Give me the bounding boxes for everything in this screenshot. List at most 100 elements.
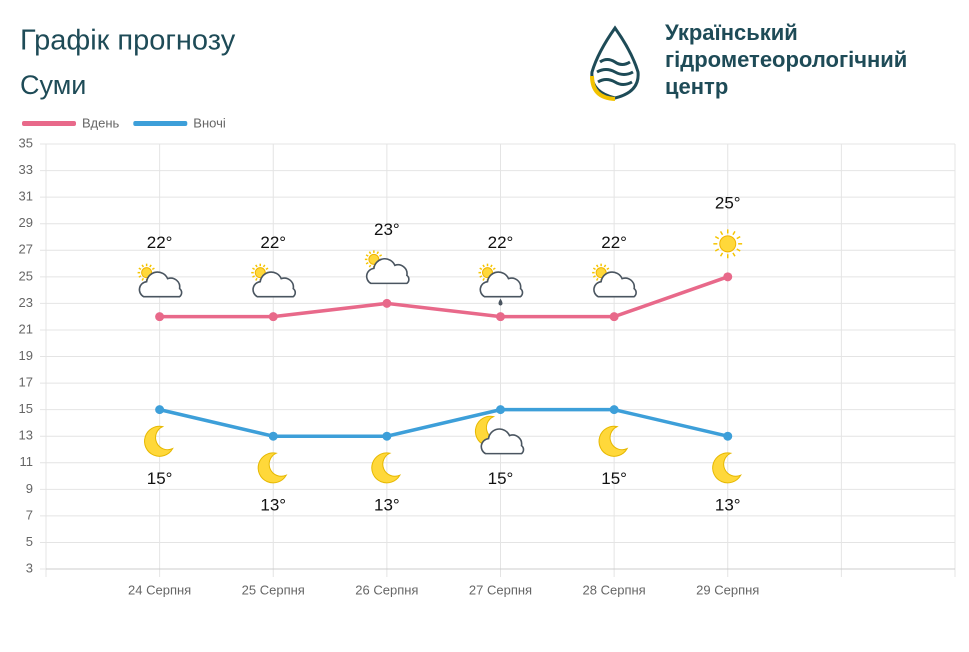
- sun-ray: [732, 252, 736, 257]
- point: [496, 405, 505, 415]
- city: Суми: [20, 70, 86, 100]
- sun-ray: [252, 275, 255, 278]
- sun-ray: [265, 267, 269, 271]
- value-label: 22°: [601, 233, 627, 252]
- x-tick-label: 28 Серпня: [583, 582, 646, 597]
- sun-ray: [138, 275, 142, 278]
- y-tick-label: 23: [19, 295, 33, 310]
- sun-ray: [714, 248, 720, 252]
- sun-ray: [365, 254, 369, 257]
- point: [382, 431, 392, 441]
- y-tick-label: 19: [19, 348, 33, 363]
- y-tick-label: 9: [26, 481, 33, 496]
- moon-icon: [257, 452, 288, 484]
- point: [268, 431, 278, 441]
- value-label: 13°: [374, 496, 400, 515]
- logo-text: Український: [665, 20, 798, 45]
- sun-ray: [479, 275, 483, 278]
- value-label: 25°: [715, 193, 741, 212]
- sun-ray: [368, 251, 372, 255]
- y-tick-label: 5: [26, 534, 33, 549]
- y-tick-label: 31: [19, 189, 33, 204]
- legend-label: Вночі: [193, 115, 226, 130]
- y-tick-label: 35: [19, 135, 33, 150]
- sun-ray: [255, 264, 258, 268]
- sun-ray: [379, 254, 383, 257]
- sun-ray: [603, 264, 607, 268]
- x-tick-label: 29 Серпня: [696, 582, 759, 597]
- moon-icon: [598, 425, 629, 457]
- legend-swatch: [22, 121, 76, 126]
- moon-icon: [712, 452, 742, 484]
- sun-ray: [592, 275, 596, 278]
- cloud-icon: [479, 271, 524, 298]
- logo-icon: [590, 25, 640, 101]
- sun-ray: [479, 267, 483, 271]
- y-tick-label: 27: [19, 242, 33, 257]
- sun-ray: [376, 251, 380, 255]
- x-tick-label: 26 Серпня: [355, 582, 418, 597]
- series-line: [159, 275, 729, 319]
- sun-ray: [719, 230, 724, 236]
- sun-disc: [719, 235, 737, 253]
- value-label: 22°: [260, 233, 286, 252]
- y-tick-label: 29: [19, 215, 33, 230]
- value-label: 22°: [147, 233, 173, 252]
- y-tick-label: 11: [20, 454, 34, 469]
- point: [609, 405, 619, 415]
- sun-ray: [262, 264, 266, 268]
- value-label: 13°: [260, 496, 286, 515]
- sun-ray: [592, 267, 596, 271]
- sun-ray: [606, 267, 610, 271]
- sun-ray: [149, 264, 152, 268]
- x-tick-label: 25 Серпня: [242, 582, 305, 597]
- y-tick-label: 33: [19, 162, 33, 177]
- moon-icon: [371, 452, 402, 484]
- sun-ray: [141, 277, 145, 281]
- point: [155, 405, 165, 415]
- sun-ray: [141, 264, 145, 268]
- rain-drop: [498, 298, 503, 306]
- y-tick-label: 17: [19, 375, 33, 390]
- y-tick-label: 25: [19, 268, 33, 283]
- sun-ray: [719, 252, 724, 257]
- point: [155, 312, 165, 322]
- cloud-icon: [593, 271, 637, 298]
- sun-ray: [138, 267, 142, 271]
- moon-icon: [144, 425, 174, 457]
- series-line: [159, 407, 729, 438]
- sun-ray: [490, 264, 493, 268]
- point: [723, 431, 733, 441]
- y-tick-label: 7: [26, 507, 33, 522]
- sun-ray: [482, 277, 485, 281]
- sun-ray: [595, 264, 599, 268]
- sun-ray: [482, 264, 485, 268]
- sun-ray: [736, 248, 741, 252]
- sun-icon: [713, 229, 743, 259]
- sun-ray: [736, 235, 741, 240]
- sun-ray: [492, 267, 496, 271]
- sun-ray: [252, 267, 255, 271]
- cloud-icon: [252, 271, 296, 298]
- y-tick-label: 21: [19, 321, 33, 336]
- sun-ray: [714, 235, 720, 240]
- x-tick-label: 27 Серпня: [469, 582, 532, 597]
- sun-ray: [255, 277, 258, 281]
- point: [268, 312, 278, 322]
- value-label: 23°: [374, 220, 400, 239]
- x-tick-label: 24 Серпня: [128, 582, 191, 597]
- value-label: 13°: [715, 496, 741, 515]
- sun-ray: [368, 264, 372, 268]
- logo-text: гідрометеорологічний: [665, 47, 907, 72]
- cloud-icon: [138, 271, 183, 298]
- value-label: 15°: [601, 469, 627, 488]
- legend-label: Вдень: [82, 115, 120, 130]
- cloud-icon: [365, 257, 410, 285]
- page-title: Графік прогнозу: [20, 25, 236, 57]
- value-label: 22°: [488, 233, 514, 252]
- point: [609, 312, 619, 322]
- sun-ray: [732, 230, 736, 236]
- point: [723, 272, 733, 282]
- value-label: 15°: [147, 469, 173, 488]
